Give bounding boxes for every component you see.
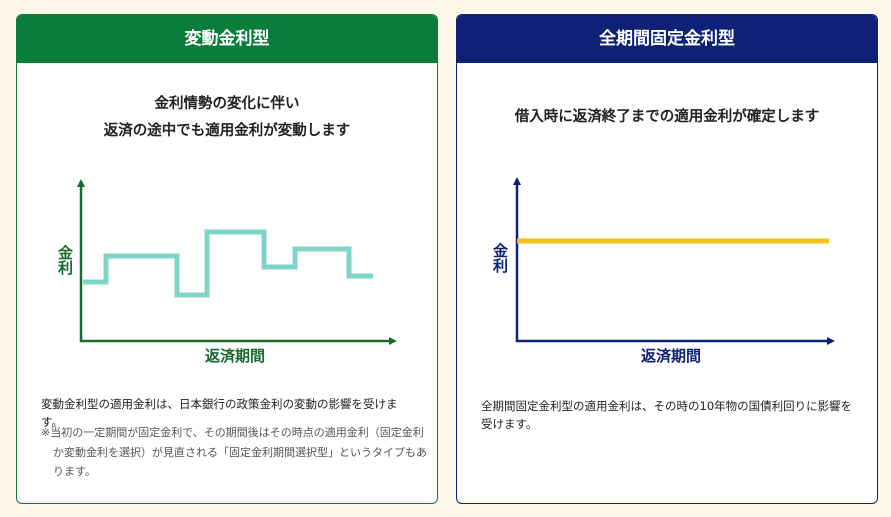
note: ※当初の一定期間が固定金利で、その期間後はその時点の適用金利（固定金利か変動金利… bbox=[41, 426, 427, 478]
card-variable: 変動金利型 金利情勢の変化に伴い 返済の途中でも適用金利が変動します 金利 返済… bbox=[16, 14, 438, 504]
x-axis-label: 返済期間 bbox=[205, 347, 266, 365]
description: 全期間固定金利型の適用金利は、その時の10年物の国債利回りに影響を受けます。 bbox=[481, 399, 853, 431]
card-fixed: 全期間固定金利型 借入時に返済終了までの適用金利が確定します 金利 返済期間 全… bbox=[456, 14, 878, 504]
rate-line bbox=[83, 229, 373, 298]
y-axis-label: 金利 bbox=[491, 243, 509, 273]
x-axis-label: 返済期間 bbox=[641, 347, 702, 365]
lead: 借入時に返済終了までの適用金利が確定します bbox=[514, 109, 820, 125]
axes bbox=[79, 181, 393, 343]
lead: 返済の途中でも適用金利が変動します bbox=[103, 123, 351, 139]
card-title: 全期間固定金利型 bbox=[457, 15, 877, 63]
diagram bbox=[77, 179, 397, 345]
lead: 金利情勢の変化に伴い bbox=[154, 96, 300, 112]
description: 変動金利型の適用金利は、日本銀行の政策金利の変動の影響を受けます。 bbox=[41, 397, 398, 429]
diagram bbox=[513, 177, 835, 345]
y-axis-label: 金利 bbox=[56, 245, 74, 275]
axes bbox=[515, 179, 831, 343]
card-title: 変動金利型 bbox=[17, 15, 437, 63]
